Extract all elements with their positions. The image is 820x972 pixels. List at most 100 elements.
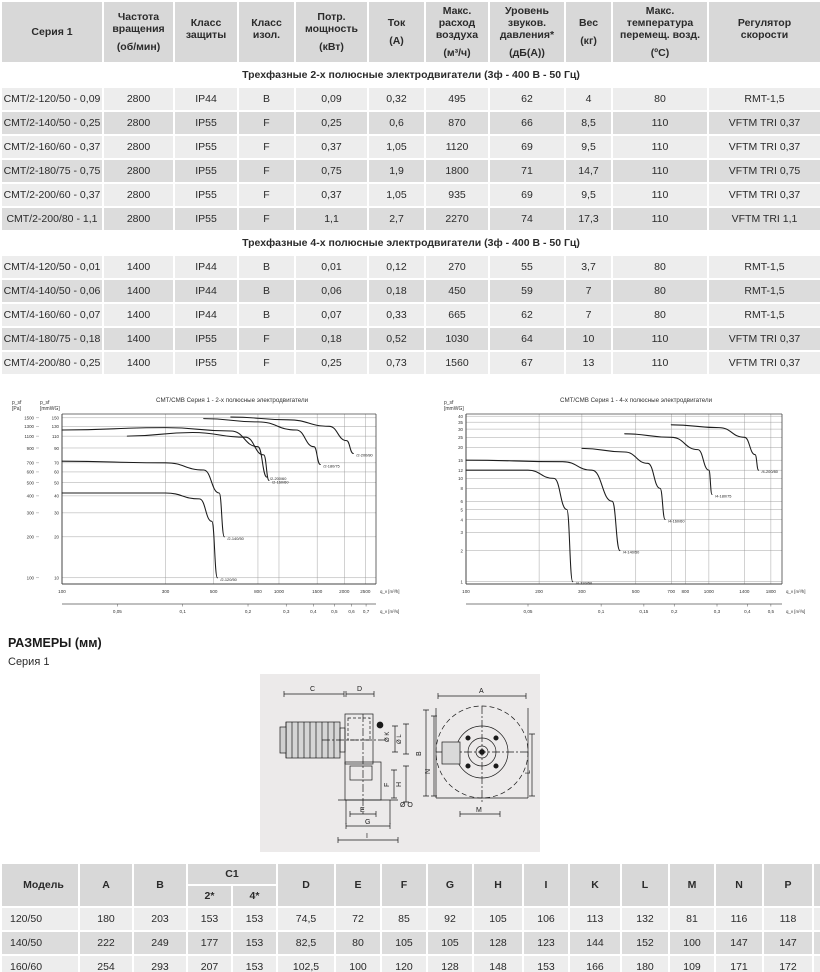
spec-cell: 1800 xyxy=(424,158,490,184)
spec-cell: 0,25 xyxy=(294,350,369,376)
svg-text:0,05: 0,05 xyxy=(113,609,122,614)
svg-text:E: E xyxy=(360,807,365,814)
dim-col-e: E xyxy=(334,862,382,908)
svg-text:12: 12 xyxy=(458,468,463,473)
dim-col-b: B xyxy=(132,862,188,908)
dimensions-subheading: Серия 1 xyxy=(8,656,50,668)
spec-cell: F xyxy=(237,326,296,352)
svg-text:q_v [m³/s]: q_v [m³/s] xyxy=(786,609,805,614)
svg-text:500: 500 xyxy=(27,481,35,486)
spec-cell: 69 xyxy=(488,182,566,208)
spec-col-insulation: Класс изол. xyxy=(237,0,296,64)
col-main-7: Вес xyxy=(578,17,599,29)
svg-text:100: 100 xyxy=(58,589,66,594)
spec-cell: IP44 xyxy=(173,278,239,304)
dimensions-cell: 207 xyxy=(186,954,233,972)
svg-text:A: A xyxy=(479,688,484,695)
svg-text:0,5: 0,5 xyxy=(331,609,338,614)
dimensions-cell: 74,5 xyxy=(276,906,336,932)
spec-cell: 0,18 xyxy=(294,326,369,352)
svg-text:p_sf: p_sf xyxy=(444,400,454,406)
spec-cell: IP44 xyxy=(173,302,239,328)
svg-text:/2-120/50: /2-120/50 xyxy=(220,577,237,582)
svg-text:q_v [m³/s]: q_v [m³/s] xyxy=(380,609,399,614)
svg-text:[mmWG]: [mmWG] xyxy=(40,406,60,412)
spec-cell-model: СМТ/2-140/50 - 0,25 xyxy=(0,110,104,136)
fan-drawing-svg: C D Ø K Ø L F H E G I xyxy=(279,686,535,843)
motor-spec-table: Серия 1 Частота вращения (об/мин) Класс за… xyxy=(0,0,820,376)
spec-col-series: Серия 1 xyxy=(0,0,104,64)
spec-table-row: СМТ/2-160/60 - 0,37 2800 IP55 F 0,37 1,05 1120… xyxy=(0,134,820,160)
spec-cell: 0,6 xyxy=(367,110,426,136)
svg-text:300: 300 xyxy=(162,589,170,594)
svg-text:L: L xyxy=(525,770,532,774)
svg-text:900: 900 xyxy=(27,446,35,451)
svg-text:1000: 1000 xyxy=(704,589,715,594)
svg-text:800: 800 xyxy=(254,589,262,594)
spec-cell: 2800 xyxy=(102,206,175,232)
svg-text:700: 700 xyxy=(667,589,675,594)
spec-cell: 9,5 xyxy=(564,182,613,208)
spec-cell: F xyxy=(237,134,296,160)
col-unit-7: (кг) xyxy=(580,35,597,47)
col-main-4: Ток xyxy=(387,17,406,29)
svg-text:B: B xyxy=(416,751,423,756)
spec-cell: 1,1 xyxy=(294,206,369,232)
dimensions-cell: 132 xyxy=(620,906,670,932)
dimensions-cell: 102,5 xyxy=(276,954,336,972)
spec-cell: 495 xyxy=(424,86,490,112)
dimensions-cell: 177 xyxy=(186,930,233,956)
spec-table-row: СМТ/2-200/60 - 0,37 2800 IP55 F 0,37 1,05 935 6… xyxy=(0,182,820,208)
dim-col-m: M xyxy=(668,862,716,908)
spec-cell: 74 xyxy=(488,206,566,232)
svg-text:CMT/CMB Серия 1 - 2-х полюсны: CMT/CMB Серия 1 - 2-х полюсные электродв… xyxy=(156,397,309,404)
dimensions-cell: 254 xyxy=(78,954,134,972)
spec-table-row: СМТ/2-120/50 - 0,09 2800 IP44 B 0,09 0,32 495 6… xyxy=(0,86,820,112)
svg-text:0,4: 0,4 xyxy=(310,609,317,614)
svg-text:10: 10 xyxy=(54,576,59,581)
svg-text:0,6: 0,6 xyxy=(348,609,355,614)
col-main-3: Потр. мощность xyxy=(305,11,358,35)
dim-col-k: K xyxy=(568,862,622,908)
svg-text:1500: 1500 xyxy=(312,589,323,594)
spec-cell: 110 xyxy=(611,350,709,376)
svg-text:/2-140/50: /2-140/50 xyxy=(227,536,244,541)
svg-text:1000: 1000 xyxy=(274,589,285,594)
svg-text:4: 4 xyxy=(461,517,464,522)
svg-text:50: 50 xyxy=(54,481,59,486)
dimensions-cell: 147 xyxy=(762,930,814,956)
dimensions-cell: 180 xyxy=(620,954,670,972)
spec-cell: 1400 xyxy=(102,278,175,304)
svg-text:60: 60 xyxy=(54,470,59,475)
svg-text:10: 10 xyxy=(458,476,463,481)
svg-text:p_sf: p_sf xyxy=(12,400,22,406)
svg-text:/2-160/60: /2-160/60 xyxy=(272,479,289,484)
spec-cell: 62 xyxy=(488,86,566,112)
svg-text:0,3: 0,3 xyxy=(714,609,721,614)
svg-text:M: M xyxy=(476,807,482,814)
spec-cell: IP55 xyxy=(173,110,239,136)
spec-cell: 1400 xyxy=(102,302,175,328)
svg-text:2500: 2500 xyxy=(360,589,371,594)
spec-cell-model: СМТ/2-180/75 - 0,75 xyxy=(0,158,104,184)
spec-cell: F xyxy=(237,206,296,232)
svg-text:1100: 1100 xyxy=(25,434,35,439)
spec-cell: 0,37 xyxy=(294,134,369,160)
spec-cell: 0,18 xyxy=(367,278,426,304)
spec-cell: 110 xyxy=(611,134,709,160)
spec-cell: VFTM TRI 1,1 xyxy=(707,206,820,232)
svg-text:0,2: 0,2 xyxy=(245,609,252,614)
svg-text:I: I xyxy=(366,833,368,840)
col-main-0: Частота вращения xyxy=(112,11,165,35)
spec-cell: B xyxy=(237,254,296,280)
spec-col-weight: Вес (кг) xyxy=(564,0,613,64)
spec-cell: 64 xyxy=(488,326,566,352)
spec-cell: 0,06 xyxy=(294,278,369,304)
svg-text:CMT/CMB Серия 1 - 4-х полюсны: CMT/CMB Серия 1 - 4-х полюсные электродв… xyxy=(560,397,713,404)
spec-cell-model: СМТ/4-120/50 - 0,01 xyxy=(0,254,104,280)
spec-cell: 270 xyxy=(424,254,490,280)
spec-cell: 80 xyxy=(611,302,709,328)
spec-cell: RMT-1,5 xyxy=(707,302,820,328)
svg-text:Ø L: Ø L xyxy=(397,734,403,744)
